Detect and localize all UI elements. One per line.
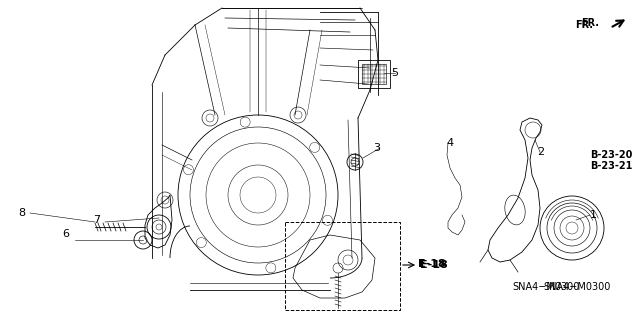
Text: B-23-20: B-23-20 [590,150,632,160]
Text: FR.: FR. [581,18,599,28]
Text: 7: 7 [93,215,100,225]
Text: 4: 4 [446,138,453,148]
Text: E-18: E-18 [418,259,445,269]
Text: SNA4−M0300: SNA4−M0300 [512,282,579,292]
Text: 2: 2 [537,147,544,157]
Text: B-23-21: B-23-21 [590,161,632,171]
Bar [285,222,400,310]
Text: FR.: FR. [575,20,593,30]
Text: 8: 8 [18,208,25,218]
Text: SNA4−M0300: SNA4−M0300 [543,282,611,292]
Text: 6: 6 [62,229,69,239]
Bar [358,60,390,88]
Text: 5: 5 [391,68,398,78]
Text: E-18: E-18 [420,260,448,270]
Bar [362,64,386,84]
Text: 3: 3 [373,143,380,153]
Text: 1: 1 [590,210,597,220]
